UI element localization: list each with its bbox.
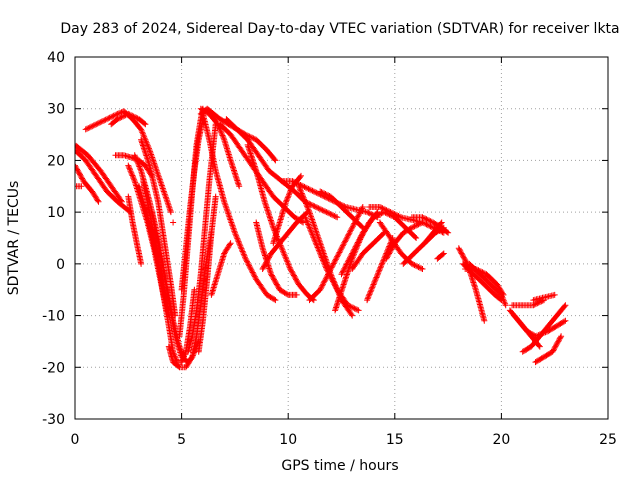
plus-markers xyxy=(306,204,366,304)
data-markers xyxy=(75,105,569,371)
plus-markers xyxy=(125,193,145,267)
series-arc-46 xyxy=(434,250,447,262)
x-tick-label: 20 xyxy=(492,432,510,448)
y-tick-label: -10 xyxy=(42,309,65,325)
plot-frame xyxy=(74,56,609,420)
series-arc-56 xyxy=(532,333,565,366)
plus-markers xyxy=(383,219,426,262)
plus-markers xyxy=(530,291,558,304)
y-tick-label: 0 xyxy=(56,257,65,273)
plus-markers xyxy=(376,219,426,272)
series-arc-42 xyxy=(383,219,426,262)
series-arc-41 xyxy=(376,219,426,272)
x-tick-label: 10 xyxy=(279,432,297,448)
plus-markers xyxy=(75,162,102,205)
grid-lines xyxy=(75,57,608,419)
x-tick-label: 25 xyxy=(599,432,617,448)
y-tick-label: 20 xyxy=(47,153,65,169)
plus-markers xyxy=(532,333,565,366)
series-arc-02 xyxy=(75,147,134,216)
series-arc-23 xyxy=(199,110,279,304)
series-arc-16 xyxy=(170,219,177,226)
plus-markers xyxy=(75,147,134,216)
series-arc-18 xyxy=(178,116,206,293)
plus-markers xyxy=(195,193,219,355)
plus-markers xyxy=(434,250,447,262)
plus-markers xyxy=(108,110,149,128)
series-arc-24 xyxy=(208,240,234,298)
y-tick-label: -30 xyxy=(42,412,65,428)
series-arc-55 xyxy=(530,291,558,304)
x-axis-tick-labels: 0 5 10 15 20 25 xyxy=(71,432,617,448)
plus-markers xyxy=(75,141,125,205)
series-arc-20 xyxy=(195,193,219,355)
x-tick-label: 0 xyxy=(71,432,80,448)
y-tick-label: 10 xyxy=(47,205,65,221)
plus-markers xyxy=(208,240,234,298)
plus-markers xyxy=(138,136,179,319)
series-arc-35 xyxy=(317,188,366,231)
series-arc-12 xyxy=(138,136,179,319)
y-tick-label: 40 xyxy=(47,50,65,66)
series-arc-06 xyxy=(108,110,149,128)
plus-markers xyxy=(75,183,85,190)
series-arc-09 xyxy=(125,193,145,267)
series-arc-48 xyxy=(460,260,505,304)
series-arc-45 xyxy=(421,219,445,247)
x-tick-label: 5 xyxy=(177,432,186,448)
series-arc-22 xyxy=(197,105,243,190)
plus-markers xyxy=(460,260,505,304)
series-arc-52 xyxy=(509,297,547,309)
series-arc-01 xyxy=(75,141,125,205)
x-tick-label: 15 xyxy=(386,432,404,448)
plus-markers xyxy=(317,188,366,231)
y-tick-label: 30 xyxy=(47,102,65,118)
plus-markers xyxy=(199,110,279,304)
series-arc-54 xyxy=(519,302,569,355)
plus-markers xyxy=(170,219,177,226)
series-arc-38 xyxy=(349,229,388,272)
plus-markers xyxy=(197,105,243,190)
series-arc-04 xyxy=(75,183,85,190)
plus-markers xyxy=(259,209,311,272)
axis-ticks xyxy=(74,56,609,420)
series-arc-03 xyxy=(75,162,102,205)
plus-markers xyxy=(178,116,206,293)
plus-markers xyxy=(509,297,547,309)
y-tick-label: -20 xyxy=(42,360,65,376)
plus-markers xyxy=(421,219,445,247)
plus-markers xyxy=(519,302,569,355)
series-arc-50 xyxy=(466,260,509,309)
x-axis-label: GPS time / hours xyxy=(281,458,398,474)
plus-markers xyxy=(466,260,509,309)
y-axis-label: SDTVAR / TECUs xyxy=(6,181,22,296)
plus-markers xyxy=(349,229,388,272)
series-arc-34 xyxy=(306,204,366,304)
series-arc-29 xyxy=(259,209,311,272)
chart-title: Day 283 of 2024, Sidereal Day-to-day VTE… xyxy=(60,21,619,37)
y-axis-tick-labels: -30 -20 -10 0 10 20 30 40 xyxy=(42,50,65,428)
